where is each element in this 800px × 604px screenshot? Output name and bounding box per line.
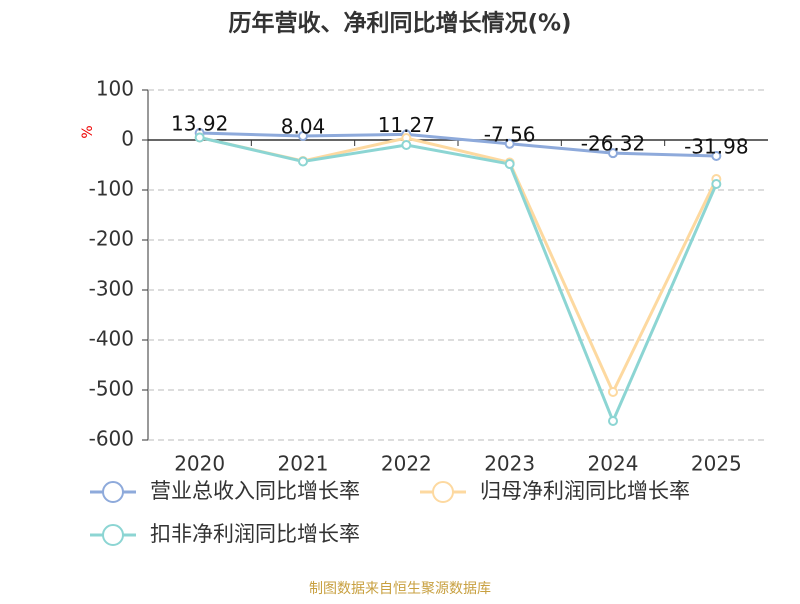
- x-tick-label: 2025: [691, 452, 742, 476]
- legend-item: 营业总收入同比增长率: [90, 479, 360, 503]
- y-tick-label: -400: [89, 327, 134, 351]
- y-tick-label: 100: [96, 77, 134, 101]
- series-line: [199, 136, 718, 425]
- x-tick-label: 2021: [278, 452, 329, 476]
- data-point: [401, 140, 412, 150]
- x-tick-label: 2020: [174, 452, 225, 476]
- legend-label: 归母净利润同比增长率: [480, 479, 690, 503]
- legend-marker: [102, 481, 124, 503]
- data-point: [504, 138, 515, 149]
- chart-title: 历年营收、净利同比增长情况(%): [228, 10, 571, 37]
- data-point: [711, 150, 722, 161]
- legend-item: 归母净利润同比增长率: [420, 479, 690, 503]
- data-point: [298, 156, 308, 167]
- data-point: [298, 130, 308, 141]
- data-point: [711, 179, 722, 189]
- y-tick-label: -600: [89, 427, 134, 451]
- data-label: -26.32: [581, 132, 645, 156]
- data-point: [608, 416, 618, 426]
- legend-marker: [102, 524, 124, 546]
- data-point: [504, 159, 515, 169]
- y-tick-label: -200: [89, 227, 134, 251]
- y-tick-label: 0: [121, 127, 134, 151]
- data-label: 13.92: [171, 112, 228, 136]
- y-tick-label: -100: [89, 177, 134, 201]
- series-line: [199, 136, 718, 396]
- data-point: [608, 148, 618, 159]
- data-label: -31.98: [684, 134, 748, 158]
- data-label: -7.56: [484, 122, 536, 146]
- series-line: [199, 131, 717, 158]
- y-axis-label: %: [80, 125, 96, 138]
- data-point: [608, 387, 618, 397]
- legend-item: 扣非净利润同比增长率: [90, 522, 360, 546]
- legend-marker: [432, 481, 454, 503]
- legend-label: 扣非净利润同比增长率: [150, 522, 360, 546]
- data-point: [194, 132, 205, 143]
- legend-label: 营业总收入同比增长率: [150, 479, 360, 503]
- x-tick-label: 2023: [484, 452, 535, 476]
- x-tick-label: 2024: [588, 452, 639, 476]
- source-note: 制图数据来自恒生聚源数据库: [309, 581, 491, 597]
- data-label: 11.27: [378, 113, 435, 137]
- y-tick-label: -300: [89, 277, 134, 301]
- x-tick-label: 2022: [381, 452, 432, 476]
- y-tick-label: -500: [89, 377, 134, 401]
- data-label: 8.04: [281, 114, 326, 138]
